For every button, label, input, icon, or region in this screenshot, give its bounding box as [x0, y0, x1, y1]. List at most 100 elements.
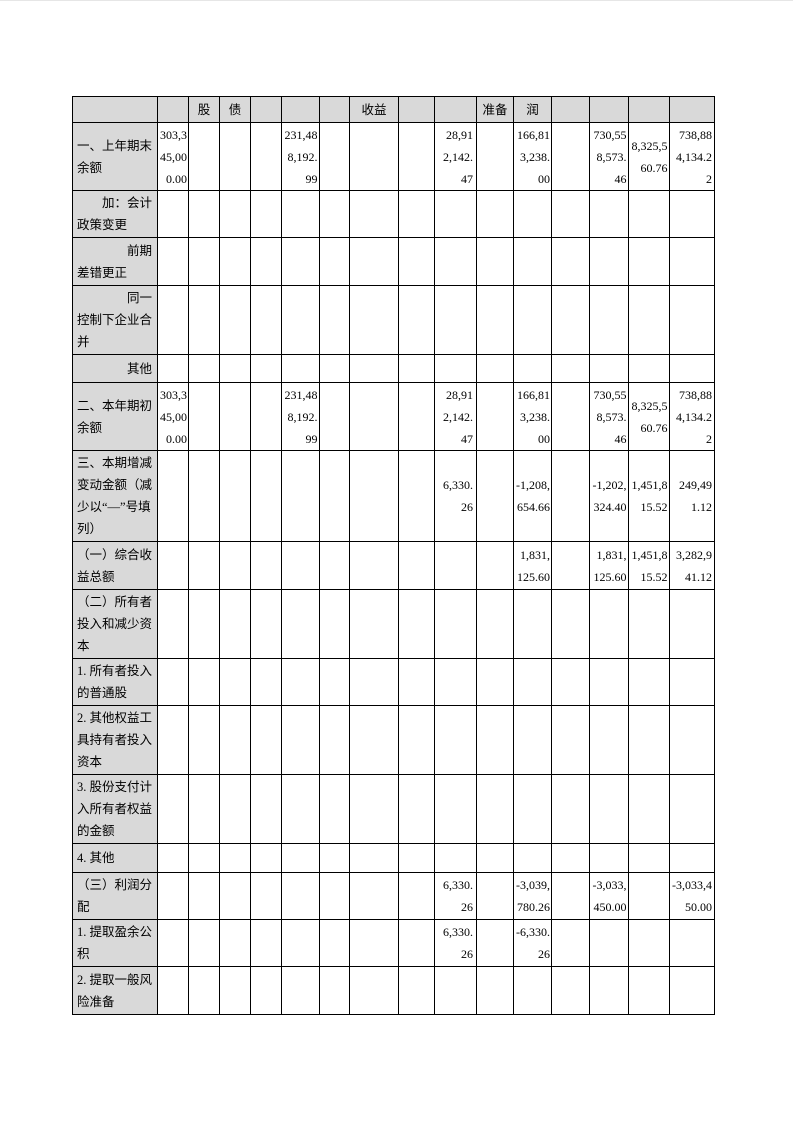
- empty-cell: [188, 919, 220, 967]
- empty-cell: [476, 122, 514, 191]
- empty-cell: [219, 285, 251, 355]
- empty-cell: [589, 354, 629, 383]
- empty-cell: [513, 190, 552, 238]
- empty-cell: [628, 190, 670, 238]
- empty-cell: [281, 589, 320, 659]
- empty-cell: [589, 705, 629, 775]
- empty-cell: [476, 354, 514, 383]
- empty-cell: [219, 966, 251, 1015]
- table-row: 加：会计 政策变更: [72, 190, 715, 238]
- table-row: 三、本期增减 变动金额（减 少以“—”号填 列） 6,330.26 -1,208,6…: [72, 450, 715, 542]
- empty-cell: [398, 658, 435, 706]
- empty-cell: [281, 237, 320, 286]
- empty-cell: [476, 872, 514, 920]
- equity-change-table: 股债收益 准备润一、上年期末 余额 303,345,000.00 231,488,19…: [72, 96, 715, 1015]
- empty-cell: [551, 190, 590, 238]
- empty-cell: [669, 190, 715, 238]
- empty-cell: [349, 872, 399, 920]
- empty-cell: [513, 589, 552, 659]
- value-cell: 6,330.26: [434, 872, 477, 920]
- value-cell: -3,033,450.00: [589, 872, 629, 920]
- empty-cell: [281, 843, 320, 873]
- empty-cell: [434, 658, 477, 706]
- empty-cell: [669, 966, 715, 1015]
- value-cell: 738,884,134.22: [669, 122, 715, 191]
- empty-cell: [188, 589, 220, 659]
- empty-cell: [250, 190, 282, 238]
- header-cell-empty: [398, 96, 435, 123]
- empty-cell: [669, 237, 715, 286]
- empty-cell: [551, 122, 590, 191]
- empty-cell: [349, 382, 399, 451]
- empty-cell: [349, 919, 399, 967]
- empty-cell: [551, 774, 590, 844]
- empty-cell: [628, 237, 670, 286]
- empty-cell: [219, 450, 251, 542]
- empty-cell: [349, 450, 399, 542]
- table-row: 2. 其他权益工 具持有者投入 资本: [72, 705, 715, 775]
- empty-cell: [669, 354, 715, 383]
- empty-cell: [476, 966, 514, 1015]
- row-label: 其他: [72, 354, 158, 383]
- empty-cell: [281, 774, 320, 844]
- empty-cell: [319, 843, 350, 873]
- empty-cell: [628, 872, 670, 920]
- row-label: （二）所有者 投入和减少资 本: [72, 589, 158, 659]
- empty-cell: [349, 285, 399, 355]
- value-cell: -3,039,780.26: [513, 872, 552, 920]
- value-cell: 166,813,238.00: [513, 382, 552, 451]
- empty-cell: [628, 966, 670, 1015]
- empty-cell: [349, 541, 399, 590]
- empty-cell: [434, 541, 477, 590]
- empty-cell: [589, 843, 629, 873]
- empty-cell: [551, 919, 590, 967]
- empty-cell: [319, 705, 350, 775]
- empty-cell: [157, 541, 189, 590]
- table-header-row: 股债 收益 准备润: [72, 96, 715, 123]
- header-cell-empty: [628, 96, 670, 123]
- empty-cell: [349, 774, 399, 844]
- empty-cell: [188, 285, 220, 355]
- empty-cell: [319, 658, 350, 706]
- value-cell: 249,491.12: [669, 450, 715, 542]
- empty-cell: [219, 843, 251, 873]
- header-cell-2: 股: [188, 96, 220, 123]
- empty-cell: [513, 705, 552, 775]
- empty-cell: [188, 382, 220, 451]
- empty-cell: [551, 382, 590, 451]
- row-label: 1. 所有者投入 的普通股: [72, 658, 158, 706]
- empty-cell: [434, 774, 477, 844]
- empty-cell: [513, 237, 552, 286]
- empty-cell: [398, 354, 435, 383]
- empty-cell: [434, 190, 477, 238]
- value-cell: 6,330.26: [434, 919, 477, 967]
- empty-cell: [157, 237, 189, 286]
- empty-cell: [219, 658, 251, 706]
- empty-cell: [219, 705, 251, 775]
- empty-cell: [157, 774, 189, 844]
- empty-cell: [250, 872, 282, 920]
- empty-cell: [157, 190, 189, 238]
- empty-cell: [250, 285, 282, 355]
- empty-cell: [219, 190, 251, 238]
- table-row: 4. 其他: [72, 843, 715, 873]
- empty-cell: [398, 190, 435, 238]
- empty-cell: [434, 843, 477, 873]
- empty-cell: [349, 705, 399, 775]
- empty-cell: [398, 872, 435, 920]
- empty-cell: [319, 354, 350, 383]
- empty-cell: [476, 237, 514, 286]
- empty-cell: [250, 843, 282, 873]
- empty-cell: [188, 966, 220, 1015]
- empty-cell: [589, 966, 629, 1015]
- empty-cell: [219, 872, 251, 920]
- empty-cell: [281, 872, 320, 920]
- empty-cell: [551, 843, 590, 873]
- row-label: 二、本年期初 余额: [72, 382, 158, 451]
- empty-cell: [476, 658, 514, 706]
- empty-cell: [434, 966, 477, 1015]
- empty-cell: [349, 190, 399, 238]
- empty-cell: [476, 843, 514, 873]
- value-cell: 6,330.26: [434, 450, 477, 542]
- empty-cell: [219, 237, 251, 286]
